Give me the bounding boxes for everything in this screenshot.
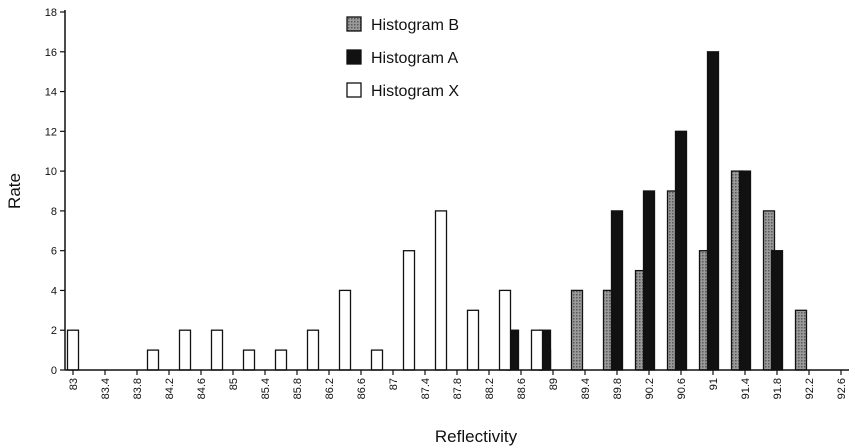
x-tick-label: 86.2 xyxy=(324,378,336,399)
x-tick-label: 85.8 xyxy=(292,378,304,399)
axes-layer: 0 2 4 6 8 10 12 14 16 18 83 83.4 83.8 84.2 84.6 85 85.4 8… xyxy=(45,7,849,399)
histogram-a-bar xyxy=(674,130,688,371)
x-tick-label: 83.8 xyxy=(132,378,144,399)
x-tick-label: 88.6 xyxy=(516,378,528,399)
x-axis-title: Reflectivity xyxy=(435,427,518,446)
histogram-x-bar xyxy=(146,349,160,371)
histogram-a-bar xyxy=(770,250,784,371)
y-tick-label: 14 xyxy=(45,87,57,99)
y-tick-label: 10 xyxy=(45,166,57,178)
y-tick-label: 16 xyxy=(45,47,57,59)
y-tick-label: 4 xyxy=(51,285,57,297)
histogram-x-bar xyxy=(66,329,80,371)
x-tick-label: 92.6 xyxy=(836,378,848,399)
histogram-x-bar xyxy=(338,289,352,371)
x-tick-label: 91 xyxy=(708,378,720,390)
x-tick-label: 83.4 xyxy=(100,378,112,399)
x-tick-label: 83 xyxy=(68,378,80,390)
x-tick-label: 89.4 xyxy=(580,378,592,399)
legend-swatch-histogram-b xyxy=(346,16,362,32)
x-tick-label: 91.8 xyxy=(772,378,784,399)
y-tick-label: 0 xyxy=(51,365,57,377)
histogram-x-bar xyxy=(370,349,384,371)
x-tick-label: 84.2 xyxy=(164,378,176,399)
x-tick-label: 91.4 xyxy=(740,378,752,399)
legend-label-histogram-b: Histogram B xyxy=(371,17,459,34)
x-tick-label: 90.6 xyxy=(676,378,688,399)
histogram-x-bar xyxy=(210,329,224,371)
histogram-a-bar xyxy=(610,210,624,371)
x-tick-label: 87.8 xyxy=(452,378,464,399)
histogram-x-bar xyxy=(178,329,192,371)
x-tick-label: 85.4 xyxy=(260,378,272,399)
y-tick-label: 6 xyxy=(51,246,57,258)
histogram-x-bar xyxy=(434,210,448,371)
histogram-b-bar xyxy=(570,289,584,371)
histogram-x-bar xyxy=(242,349,256,371)
histogram-a-bar xyxy=(738,170,752,371)
x-tick-label: 84.6 xyxy=(196,378,208,399)
x-tick-label: 88.2 xyxy=(484,378,496,399)
y-tick-label: 12 xyxy=(45,126,57,138)
histogram-x-bar xyxy=(498,289,512,371)
x-tick-label: 85 xyxy=(228,378,240,390)
y-tick-label: 18 xyxy=(45,7,57,19)
histogram-b-bar xyxy=(794,309,808,371)
histogram-x-bar xyxy=(306,329,320,371)
legend: Histogram B Histogram A Histogram X xyxy=(346,16,459,100)
x-tick-label: 86.6 xyxy=(356,378,368,399)
histogram-x-bar xyxy=(274,349,288,371)
legend-label-histogram-x: Histogram X xyxy=(371,83,459,100)
histogram-x-bar xyxy=(530,329,544,371)
x-tick-label: 87 xyxy=(388,378,400,390)
legend-label-histogram-a: Histogram A xyxy=(371,50,458,67)
x-tick-label: 87.4 xyxy=(420,378,432,399)
x-tick-label: 90.2 xyxy=(644,378,656,399)
histogram-a-bar xyxy=(642,190,656,371)
y-tick-label: 8 xyxy=(51,206,57,218)
x-tick-label: 89 xyxy=(548,378,560,390)
legend-swatch-histogram-x xyxy=(346,82,362,98)
bars-layer xyxy=(66,51,808,371)
legend-swatch-histogram-a xyxy=(346,49,362,65)
x-tick-label: 92.2 xyxy=(804,378,816,399)
y-tick-label: 2 xyxy=(51,325,57,337)
histogram-a-bar xyxy=(706,51,720,371)
x-tick-label: 89.8 xyxy=(612,378,624,399)
y-axis-title: Rate xyxy=(5,173,24,209)
histogram-x-bar xyxy=(402,250,416,371)
histogram-x-bar xyxy=(466,309,480,371)
